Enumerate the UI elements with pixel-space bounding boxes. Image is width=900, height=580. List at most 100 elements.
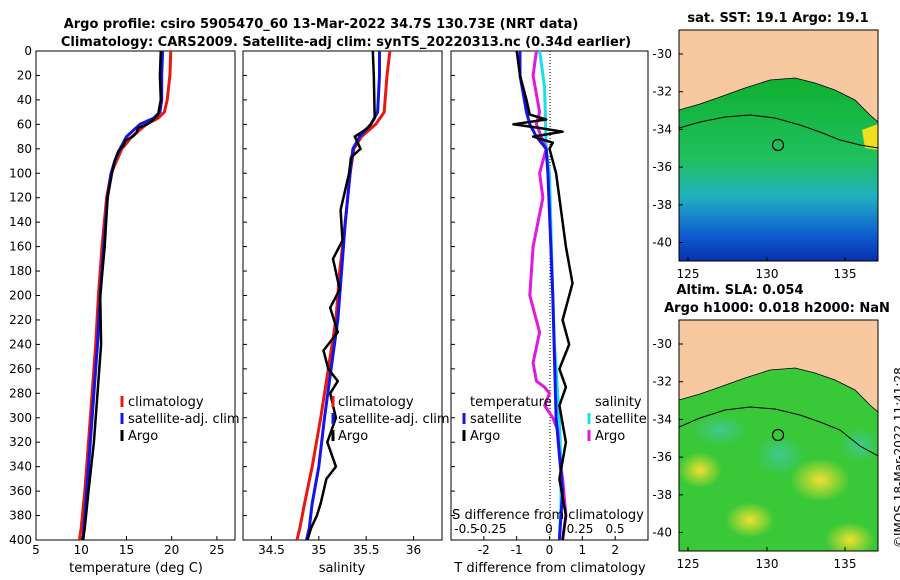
depth-tick-label: 180: [9, 264, 32, 278]
x-tick-label: 5: [32, 543, 40, 557]
x-tick-label: 36: [406, 543, 421, 557]
sla-map-lat-axis: -30 -32 -34 -36 -38 -40: [652, 337, 683, 540]
lat-tick-label: -30: [652, 337, 672, 351]
legend-s-argo: Argo: [595, 429, 625, 444]
bathymetry-contour: [679, 406, 878, 457]
lat-tick-label: -34: [652, 412, 672, 426]
sla-anomaly: [692, 414, 748, 446]
lat-tick-label: -36: [652, 450, 672, 464]
sst-map-lat-axis: -30 -32 -34 -36 -38 -40: [652, 47, 683, 250]
lon-tick-label: 135: [834, 267, 857, 281]
lon-tick-label: 130: [756, 557, 779, 571]
sla-anomaly: [755, 435, 805, 475]
sla-anomaly: [725, 502, 775, 538]
depth-tick-label: 400: [9, 533, 32, 547]
difference-legend-temperature: temperature satellite Argo: [462, 395, 552, 444]
sla-anomaly: [825, 522, 875, 551]
legend-climatology: climatology: [128, 395, 204, 410]
salinity-x-axis: 34.5 35 35.5 36: [258, 536, 421, 557]
difference-y-ticks: [451, 50, 455, 541]
depth-tick-label: 260: [9, 362, 32, 376]
depth-tick-label: 360: [9, 484, 32, 498]
difference-legend-salinity: salinity satellite Argo: [587, 395, 647, 444]
coastline: [679, 77, 878, 123]
x-tick-label: -2: [478, 543, 490, 557]
difference-panel: -2 -1 0 1 2 S difference from climatology -0…: [450, 50, 649, 576]
depth-tick-label: 240: [9, 337, 32, 351]
bathymetry-contour: [679, 114, 878, 149]
lon-tick-label: 125: [677, 267, 700, 281]
lat-tick-label: -38: [652, 198, 672, 212]
depth-tick-label: 60: [17, 117, 32, 131]
s-difference-tick-label: 0.5: [605, 522, 624, 536]
legend-argo: Argo: [338, 429, 368, 444]
argo-line: [81, 50, 163, 541]
x-tick-label: 2: [611, 543, 619, 557]
title-line-1: Argo profile: csiro 5905470_60 13-Mar-20…: [64, 17, 579, 32]
title-line-2: Climatology: CARS2009. Satellite-adj cli…: [61, 35, 631, 50]
temperature-xlabel: temperature (deg C): [69, 561, 203, 576]
depth-axis: 0 20 40 60 80 100 120 140 160 180 200 220 240 260 280 3…: [9, 44, 40, 547]
difference-x-axis: -2 -1 0 1 2: [478, 536, 619, 557]
depth-tick-label: 160: [9, 240, 32, 254]
legend-argo: Argo: [128, 429, 158, 444]
x-tick-label: 0: [546, 543, 554, 557]
depth-tick-label: 140: [9, 215, 32, 229]
x-tick-label: -1: [511, 543, 523, 557]
depth-tick-label: 380: [9, 509, 32, 523]
temperature-argo-line: [512, 50, 574, 541]
t-difference-xlabel: T difference from climatology: [453, 561, 646, 576]
lat-tick-label: -30: [652, 47, 672, 61]
sst-map-frame: [678, 29, 879, 262]
salinity-y-ticks: [243, 50, 247, 541]
temperature-lines: [77, 50, 173, 541]
lat-tick-label: -40: [652, 236, 672, 250]
legend-t-satellite: satellite: [470, 412, 522, 427]
s-difference-tick-label: -0.5: [454, 522, 477, 536]
depth-tick-label: 40: [17, 93, 32, 107]
float-location-marker: [771, 428, 785, 442]
s-difference-tick-label: 0.25: [567, 522, 594, 536]
depth-tick-label: 340: [9, 460, 32, 474]
sla-anomaly: [790, 458, 850, 502]
depth-tick-label: 320: [9, 435, 32, 449]
sst-map: sat. SST: 19.1 Argo: 19.1 -30-32-34-36-3…: [652, 11, 879, 281]
warm-patch: [862, 124, 878, 150]
sst-map-title: sat. SST: 19.1 Argo: 19.1: [687, 11, 868, 26]
salinity-lines: [295, 50, 392, 541]
s-difference-tick-label: -0.25: [475, 522, 506, 536]
sla-map-field: [679, 320, 878, 551]
depth-tick-label: 20: [17, 68, 32, 82]
salinity-legend: climatology satellite-adj. clim Argo: [331, 395, 450, 444]
x-tick-label: 20: [164, 543, 179, 557]
sla-map-title-1: Altim. SLA: 0.054: [677, 283, 804, 298]
timestamp-stamp: ©IMOS 18-Mar-2022 11:41:28: [892, 367, 900, 548]
depth-tick-label: 80: [17, 142, 32, 156]
temperature-x-axis: 5 10 15 20 25: [32, 536, 225, 557]
lat-tick-label: -34: [652, 122, 672, 136]
legend-satellite: satellite-adj. clim: [128, 412, 240, 427]
depth-tick-label: 0: [24, 44, 32, 58]
sst-map-lon-axis: 125 130 135: [677, 257, 857, 281]
x-tick-label: 35: [311, 543, 326, 557]
sla-anomaly: [679, 452, 722, 488]
lat-tick-label: -40: [652, 526, 672, 540]
salinity-axes-box: [242, 50, 443, 541]
s-difference-tick-label: 0: [545, 522, 553, 536]
sla-map-frame: [678, 319, 879, 552]
sla-map-title-2: Argo h1000: 0.018 h2000: NaN: [664, 301, 890, 316]
sla-anomaly: [840, 427, 878, 463]
s-difference-label: S difference from climatology: [452, 508, 644, 523]
lat-tick-label: -36: [652, 160, 672, 174]
legend-satellite: satellite-adj. clim: [338, 412, 450, 427]
depth-tick-label: 100: [9, 166, 32, 180]
difference-lines: [512, 50, 574, 541]
depth-tick-label: 200: [9, 289, 32, 303]
lat-tick-label: -38: [652, 488, 672, 502]
difference-axes-box: [450, 50, 649, 541]
lon-tick-label: 125: [677, 557, 700, 571]
lat-tick-label: -32: [652, 85, 672, 99]
depth-tick-label: 280: [9, 386, 32, 400]
temperature-panel: 0 20 40 60 80 100 120 140 160 180 200 220 240 260 280 3…: [9, 44, 240, 576]
